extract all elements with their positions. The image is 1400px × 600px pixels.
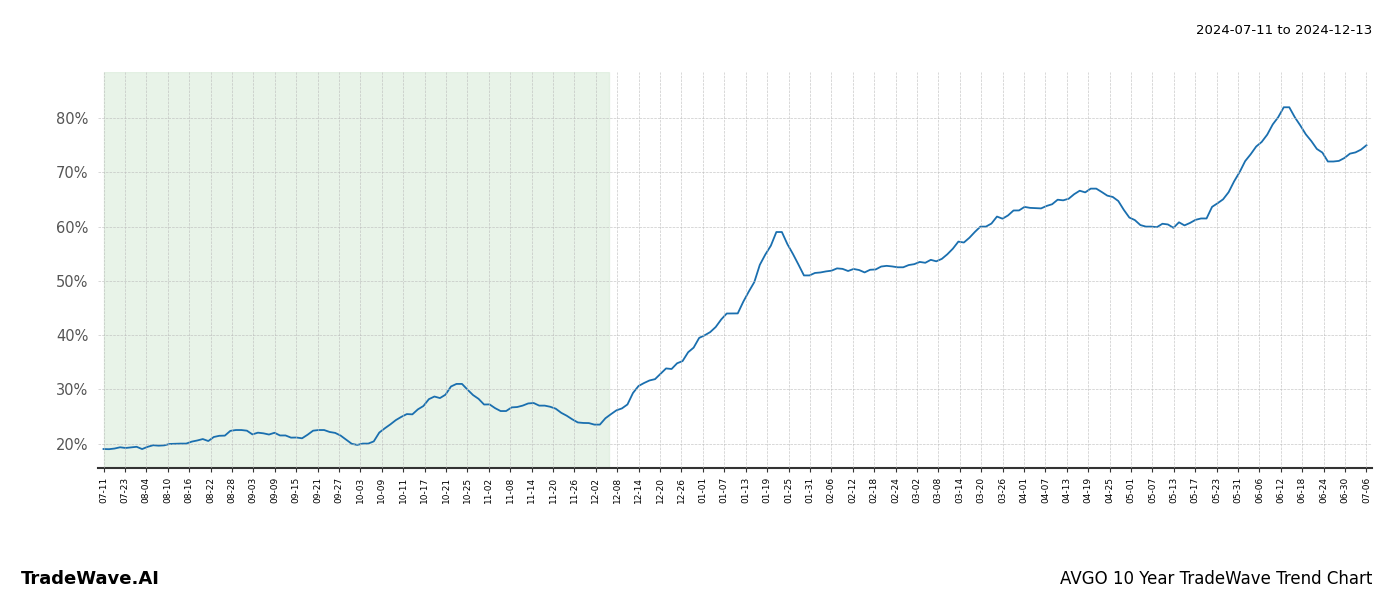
Text: 2024-07-11 to 2024-12-13: 2024-07-11 to 2024-12-13: [1196, 24, 1372, 37]
Text: AVGO 10 Year TradeWave Trend Chart: AVGO 10 Year TradeWave Trend Chart: [1060, 570, 1372, 588]
Text: TradeWave.AI: TradeWave.AI: [21, 570, 160, 588]
Bar: [104, 72, 609, 468]
